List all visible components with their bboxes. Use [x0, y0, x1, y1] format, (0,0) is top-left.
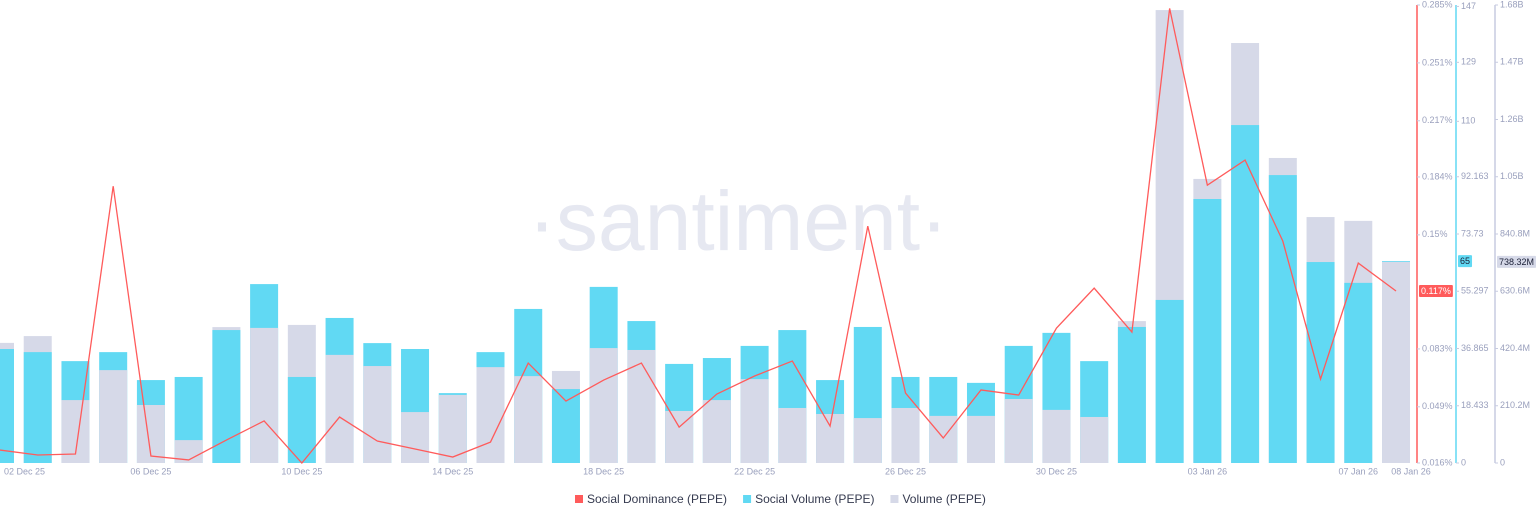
bar — [929, 415, 958, 463]
legend-swatch — [575, 495, 583, 503]
bar — [0, 349, 14, 463]
value-badge-label: 738.32M — [1499, 257, 1534, 267]
bar — [1268, 175, 1297, 463]
y-tick-label: 1.26B — [1500, 114, 1524, 124]
bar — [1306, 262, 1335, 463]
y-tick-label: 55.297 — [1461, 286, 1489, 296]
y-tick-label: 420.4M — [1500, 343, 1530, 353]
legend-swatch — [743, 495, 752, 503]
watermark: ·santiment· — [528, 174, 948, 268]
bar — [23, 352, 52, 463]
y-tick-label: 0.251% — [1422, 57, 1453, 67]
bar — [1117, 326, 1146, 463]
bar — [476, 367, 505, 463]
y-tick-label: 1.68B — [1500, 0, 1524, 9]
y-tick-label: 73.73 — [1461, 228, 1484, 238]
y-tick-label: 0 — [1461, 457, 1466, 467]
value-badge-label: 0.117% — [1421, 286, 1451, 296]
legend-label: Volume (PEPE) — [902, 492, 985, 506]
y-tick-label: 0.184% — [1422, 171, 1453, 181]
y-tick-label: 0.016% — [1422, 457, 1453, 467]
x-tick-label: 10 Dec 25 — [281, 466, 322, 476]
y-tick-label: 0.15% — [1422, 229, 1448, 239]
legend-label: Social Volume (PEPE) — [755, 492, 874, 506]
y-tick-label: 0.083% — [1422, 343, 1453, 353]
legend-swatch — [890, 495, 899, 503]
y-tick-label: 210.2M — [1500, 400, 1530, 410]
bar — [966, 415, 995, 463]
y-tick-label: 840.8M — [1500, 228, 1530, 238]
bar — [589, 348, 618, 463]
bar — [325, 354, 354, 463]
bar — [1004, 398, 1033, 463]
bar — [740, 379, 769, 463]
line — [0, 8, 1397, 464]
bar — [514, 376, 543, 463]
bar — [891, 407, 920, 463]
bar — [1344, 282, 1373, 463]
y-tick-label: 129 — [1461, 57, 1476, 67]
x-tick-label: 08 Jan 26 — [1391, 466, 1431, 476]
lines — [0, 8, 1397, 464]
bar — [702, 400, 731, 463]
bar — [1231, 125, 1260, 464]
y-tick-label: 0.285% — [1422, 0, 1453, 9]
y-tick-label: 36.865 — [1461, 343, 1489, 353]
value-badge-label: 65 — [1460, 256, 1470, 266]
x-tick-label: 22 Dec 25 — [734, 466, 775, 476]
bar — [1193, 198, 1222, 463]
bar — [438, 394, 467, 463]
x-tick-label: 26 Dec 25 — [885, 466, 926, 476]
y-tick-label: 147 — [1461, 1, 1476, 11]
x-tick-label: 06 Dec 25 — [130, 466, 171, 476]
y-tick-label: 0 — [1500, 457, 1505, 467]
bar — [99, 370, 128, 463]
bar — [250, 327, 279, 463]
bar — [1382, 261, 1411, 463]
y-tick-label: 630.6M — [1500, 286, 1530, 296]
y-tick-label: 0.217% — [1422, 115, 1453, 125]
bar — [778, 407, 807, 463]
bar — [853, 418, 882, 463]
x-tick-label: 14 Dec 25 — [432, 466, 473, 476]
bar — [212, 330, 241, 463]
bar — [627, 349, 656, 463]
x-tick-label: 03 Jan 26 — [1188, 466, 1228, 476]
bars — [0, 10, 1411, 464]
x-tick-label: 02 Dec 25 — [4, 466, 45, 476]
x-tick-label: 30 Dec 25 — [1036, 466, 1077, 476]
value-badge — [1458, 255, 1473, 268]
y-tick-label: 1.05B — [1500, 171, 1524, 181]
bar — [287, 376, 316, 463]
y-tick-label: 110 — [1461, 116, 1475, 126]
legend-label: Social Dominance (PEPE) — [587, 492, 727, 506]
bar — [363, 366, 392, 463]
value-badge — [1419, 285, 1453, 298]
bar — [816, 413, 845, 463]
bar — [1080, 416, 1109, 463]
y-tick-label: 0.049% — [1422, 401, 1453, 411]
bar — [174, 440, 203, 463]
x-tick-label: 07 Jan 26 — [1339, 466, 1379, 476]
y-tick-label: 18.433 — [1461, 400, 1489, 410]
bar — [401, 412, 430, 463]
x-tick-label: 18 Dec 25 — [583, 466, 624, 476]
bar — [1042, 409, 1071, 463]
value-badge — [1497, 255, 1536, 268]
y-tick-label: 1.47B — [1500, 57, 1524, 67]
y-tick-label: 92.163 — [1461, 171, 1489, 181]
bar — [1155, 299, 1184, 463]
